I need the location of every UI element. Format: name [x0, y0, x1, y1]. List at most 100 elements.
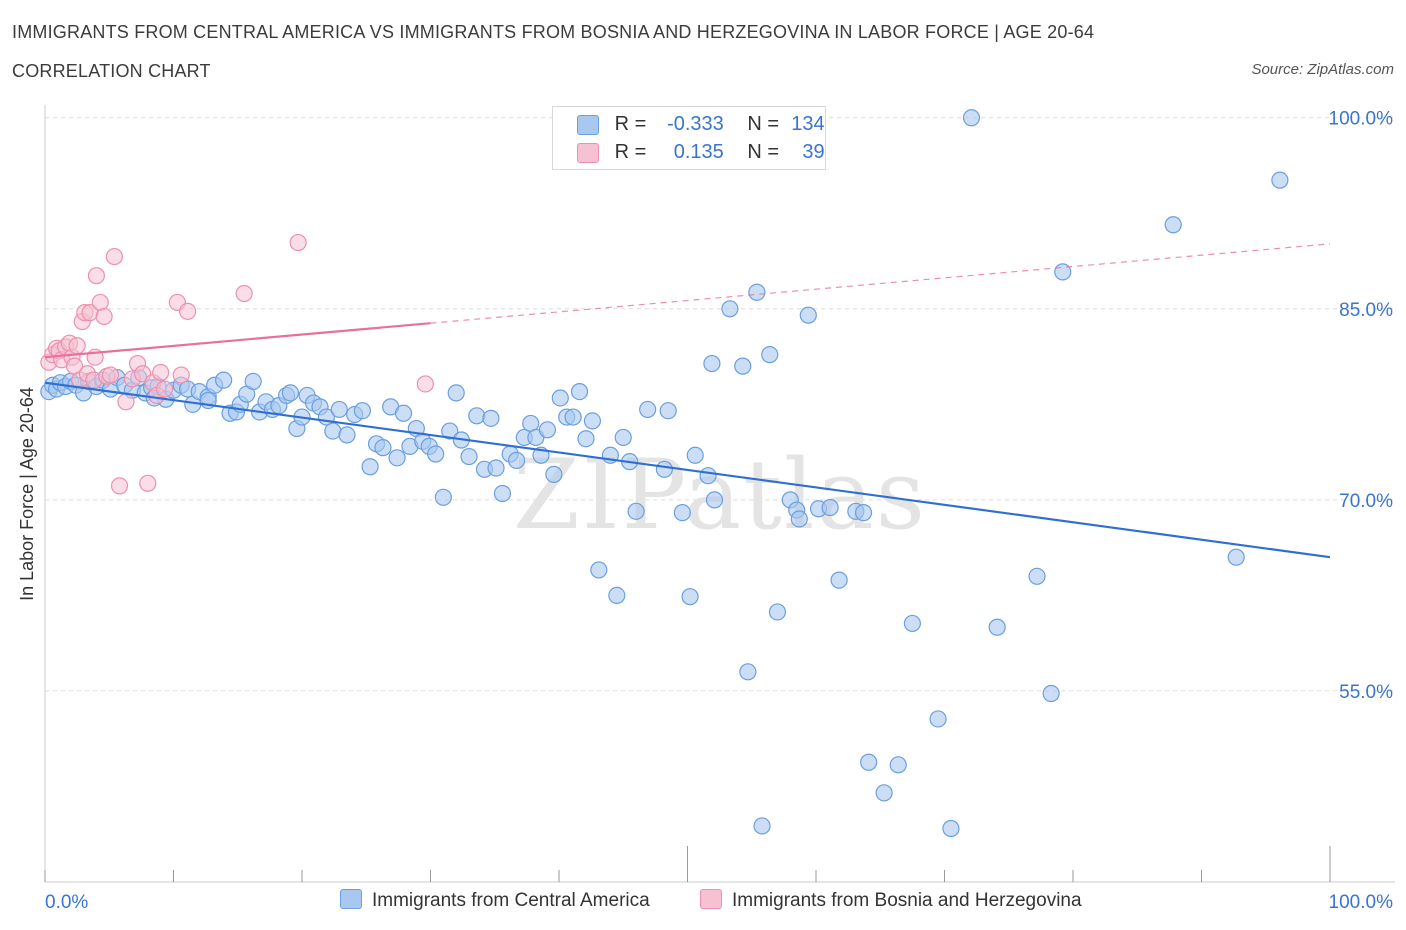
point-central-america — [590, 561, 608, 579]
point-central-america — [434, 488, 452, 506]
point-central-america — [460, 447, 478, 466]
point-central-america — [821, 498, 839, 517]
point-central-america — [830, 571, 848, 589]
point-central-america — [244, 372, 262, 391]
point-central-america — [659, 402, 677, 420]
legend-n-value: 39 — [802, 141, 825, 163]
point-central-america — [705, 491, 724, 509]
point-central-america — [889, 756, 907, 774]
point-central-america — [721, 300, 739, 318]
point-central-america — [493, 484, 512, 503]
legend-swatch-blue — [577, 114, 599, 135]
point-central-america — [361, 458, 379, 476]
point-central-america — [614, 428, 632, 447]
chart-subtitle: CORRELATION CHART — [12, 61, 211, 81]
legend-n-label: N = — [747, 113, 780, 135]
point-central-america — [374, 439, 392, 457]
point-bosnia — [179, 302, 197, 320]
point-central-america — [799, 306, 817, 324]
source-credit: Source: ZipAtlas.com — [1251, 61, 1394, 78]
point-central-america — [583, 412, 602, 430]
point-central-america — [545, 465, 563, 483]
bottom-legend-label: Immigrants from Central America — [372, 890, 650, 911]
bottom-legend-swatch-blue — [340, 888, 362, 909]
point-central-america — [427, 445, 445, 463]
point-central-america — [353, 402, 371, 420]
point-central-america — [441, 422, 459, 440]
point-central-america — [330, 400, 348, 419]
point-central-america — [215, 371, 233, 389]
point-central-america — [1164, 216, 1182, 234]
legend-swatch-pink — [577, 142, 599, 163]
bottom-legend-central-america: Immigrants from Central America — [340, 888, 650, 912]
point-central-america — [1227, 548, 1245, 566]
point-central-america — [962, 109, 981, 127]
point-central-america — [627, 502, 645, 520]
point-central-america — [1054, 263, 1072, 281]
point-bosnia — [152, 363, 170, 382]
correlation-legend: R = -0.333 N = 134 R = 0.135 N = 39 — [552, 106, 826, 170]
point-central-america — [468, 407, 486, 425]
y-axis-label: In Labor Force | Age 20-64 — [17, 387, 37, 601]
trendline-central-america — [44, 381, 1331, 559]
point-central-america — [338, 426, 356, 444]
legend-r-value: 0.135 — [673, 141, 724, 163]
trendline-bosnia-dashed — [430, 243, 1331, 324]
legend-row-bosnia: R = 0.135 N = 39 — [577, 141, 825, 163]
point-central-america — [768, 603, 787, 621]
point-central-america — [538, 421, 557, 439]
bottom-legend-label: Immigrants from Bosnia and Herzegovina — [732, 890, 1082, 911]
point-bosnia — [139, 474, 157, 492]
point-central-america — [564, 408, 582, 426]
point-central-america — [570, 382, 589, 401]
legend-n-label: N = — [747, 141, 780, 163]
x-tick-label: 0.0% — [45, 892, 88, 913]
point-bosnia — [68, 337, 86, 355]
y-tick-label: 85.0% — [1339, 300, 1393, 321]
point-central-america — [790, 510, 808, 528]
point-central-america — [734, 357, 752, 375]
y-tick-label: 55.0% — [1339, 682, 1393, 703]
point-central-america — [681, 588, 699, 606]
point-central-america — [551, 389, 569, 407]
point-central-america — [487, 459, 505, 477]
point-central-america — [854, 504, 873, 522]
point-central-america — [577, 430, 595, 448]
point-central-america — [699, 467, 717, 485]
point-central-america — [639, 400, 657, 419]
point-bosnia — [95, 307, 113, 326]
point-central-america — [942, 819, 960, 838]
point-central-america — [1271, 171, 1289, 189]
point-bosnia — [172, 366, 190, 384]
legend-r-label: R = — [614, 141, 647, 163]
point-bosnia — [117, 393, 135, 411]
y-tick-label: 70.0% — [1339, 491, 1393, 512]
point-central-america — [388, 449, 406, 467]
point-central-america — [447, 384, 465, 402]
bottom-legend-swatch-pink — [700, 888, 722, 909]
point-central-america — [988, 618, 1006, 636]
point-central-america — [903, 614, 921, 633]
point-central-america — [686, 446, 704, 464]
point-central-america — [507, 451, 526, 469]
point-bosnia — [289, 233, 307, 252]
point-central-america — [860, 753, 878, 771]
point-central-america — [1028, 567, 1046, 585]
point-central-america — [1042, 684, 1060, 703]
point-central-america — [739, 663, 757, 681]
point-central-america — [324, 422, 342, 440]
point-central-america — [608, 586, 626, 605]
point-central-america — [281, 384, 300, 402]
legend-row-central-america: R = -0.333 N = 134 — [577, 113, 825, 135]
bottom-legend-bosnia: Immigrants from Bosnia and Herzegovina — [700, 888, 1082, 912]
point-bosnia — [87, 267, 106, 285]
point-central-america — [761, 346, 779, 364]
point-bosnia — [155, 380, 174, 398]
legend-r-label: R = — [614, 113, 647, 135]
y-tick-label: 100.0% — [1329, 109, 1394, 130]
legend-r-value: -0.333 — [667, 113, 724, 135]
point-bosnia — [101, 366, 120, 384]
point-bosnia — [416, 375, 434, 393]
point-bosnia — [235, 284, 253, 303]
